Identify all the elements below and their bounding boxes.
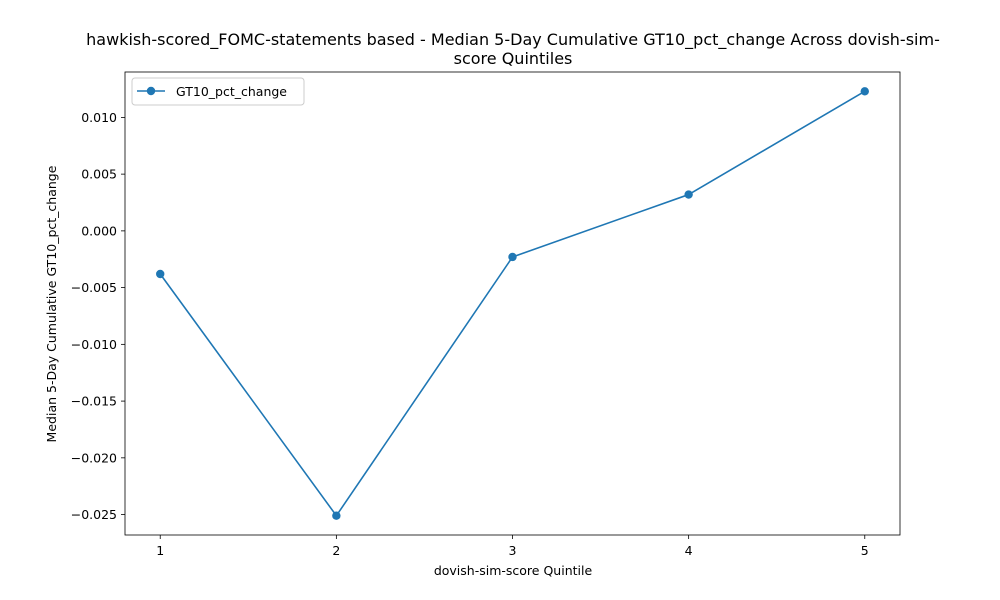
y-tick-label: −0.010 <box>71 337 117 352</box>
legend: GT10_pct_change <box>131 77 305 106</box>
y-tick-label: 0.005 <box>81 167 117 182</box>
x-tick-label: 3 <box>509 543 517 558</box>
legend-marker <box>146 86 156 96</box>
y-tick-label: −0.005 <box>71 280 117 295</box>
y-tick-label: −0.015 <box>71 394 117 409</box>
y-tick-label: 0.000 <box>81 223 117 238</box>
chart-title-line-1: hawkish-scored_FOMC-statements based - M… <box>86 30 940 50</box>
x-axis-label: dovish-sim-score Quintile <box>434 563 593 578</box>
legend-frame <box>131 77 305 106</box>
plot-area: −0.025 −0.020 −0.015 −0.010 −0.005 0.000 0.005… <box>71 71 901 558</box>
x-tick-label: 5 <box>861 543 869 558</box>
data-point <box>332 511 341 520</box>
series-line <box>159 90 866 517</box>
x-tick-label: 4 <box>685 543 693 558</box>
data-point <box>684 190 693 199</box>
y-tick-label: 0.010 <box>81 110 117 125</box>
data-point <box>156 269 165 279</box>
chart-title-line-2: score Quintiles <box>454 49 573 68</box>
data-point <box>508 252 517 262</box>
y-axis-label: Median 5-Day Cumulative GT10_pct_change <box>44 165 59 442</box>
plot-frame <box>124 71 901 536</box>
data-point <box>860 87 869 96</box>
legend-entry-gt10-pct-change: GT10_pct_change <box>176 84 287 99</box>
x-tick-label: 1 <box>156 543 164 558</box>
y-tick-label: −0.020 <box>71 450 117 465</box>
x-tick-label: 2 <box>332 543 340 558</box>
y-tick-label: −0.025 <box>71 507 117 522</box>
